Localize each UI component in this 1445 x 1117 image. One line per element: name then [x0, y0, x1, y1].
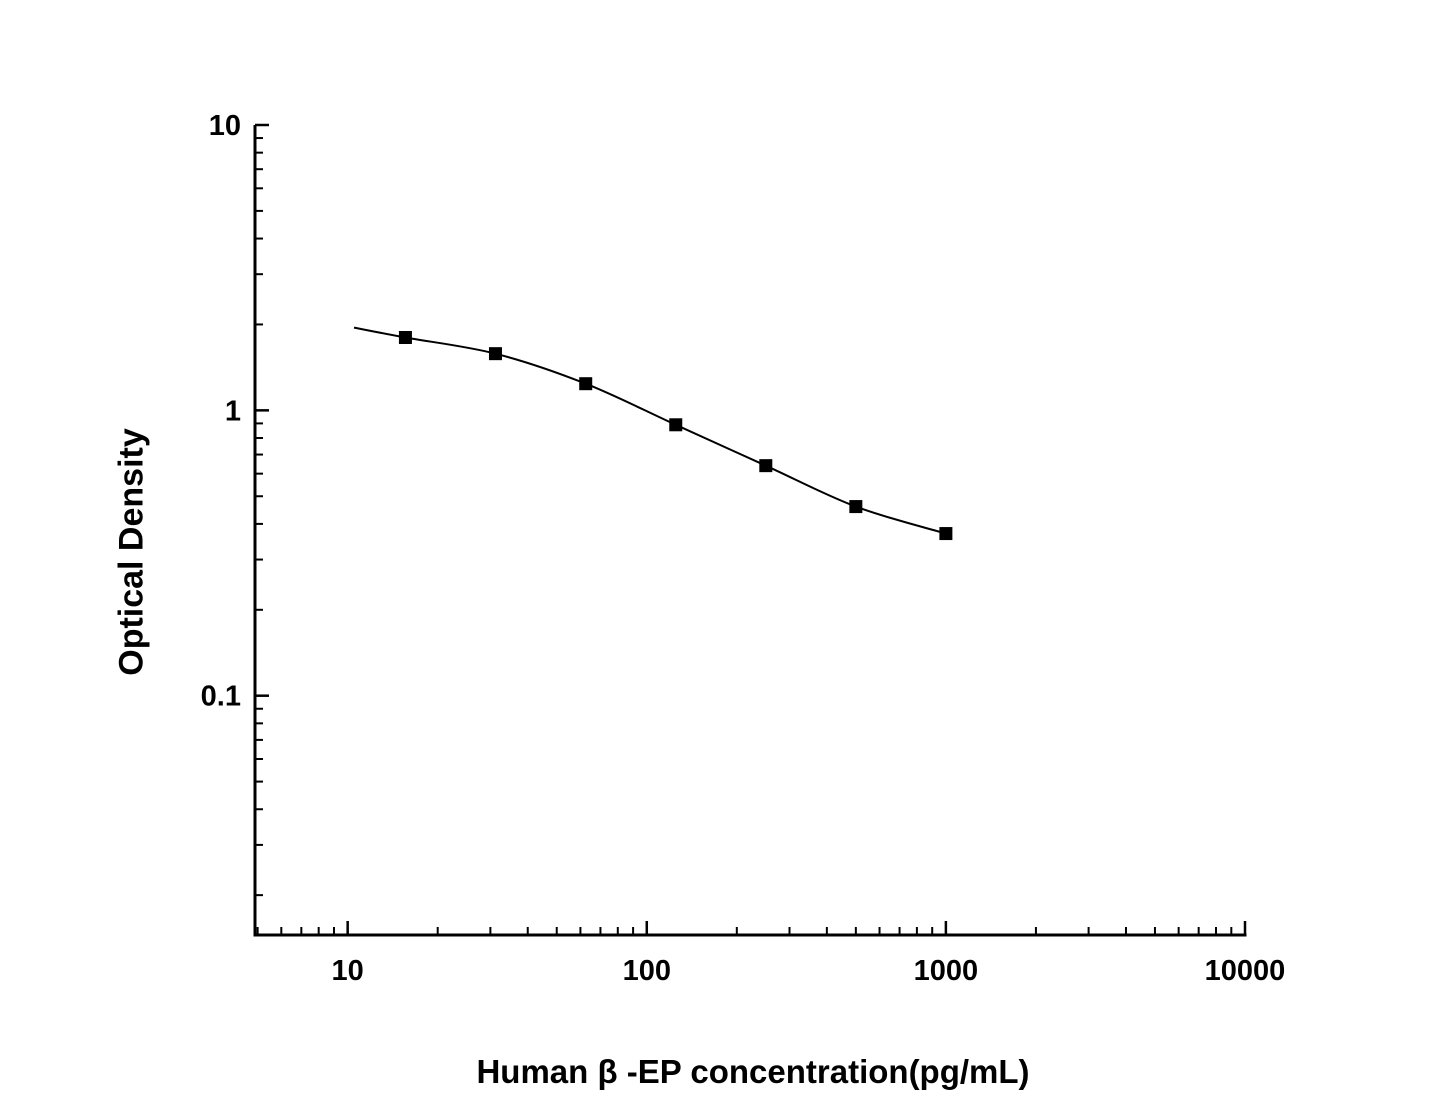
y-tick-label: 1 — [225, 395, 241, 427]
x-tick-label: 10000 — [1205, 955, 1286, 987]
data-point-marker — [669, 418, 683, 432]
data-point-marker — [939, 527, 953, 541]
data-point-marker — [398, 331, 412, 345]
data-point-marker — [488, 347, 502, 361]
y-tick-label: 0.1 — [201, 681, 241, 713]
y-tick-label: 10 — [209, 110, 241, 142]
x-tick-label: 10 — [332, 955, 364, 987]
data-point-marker — [849, 500, 863, 514]
x-tick-label: 100 — [623, 955, 671, 987]
x-tick-label: 1000 — [914, 955, 979, 987]
y-axis-title: Optical Density — [112, 428, 151, 676]
data-point-marker — [579, 377, 593, 391]
x-axis-title: Human β -EP concentration(pg/mL) — [476, 1053, 1030, 1090]
data-point-marker — [759, 459, 773, 473]
